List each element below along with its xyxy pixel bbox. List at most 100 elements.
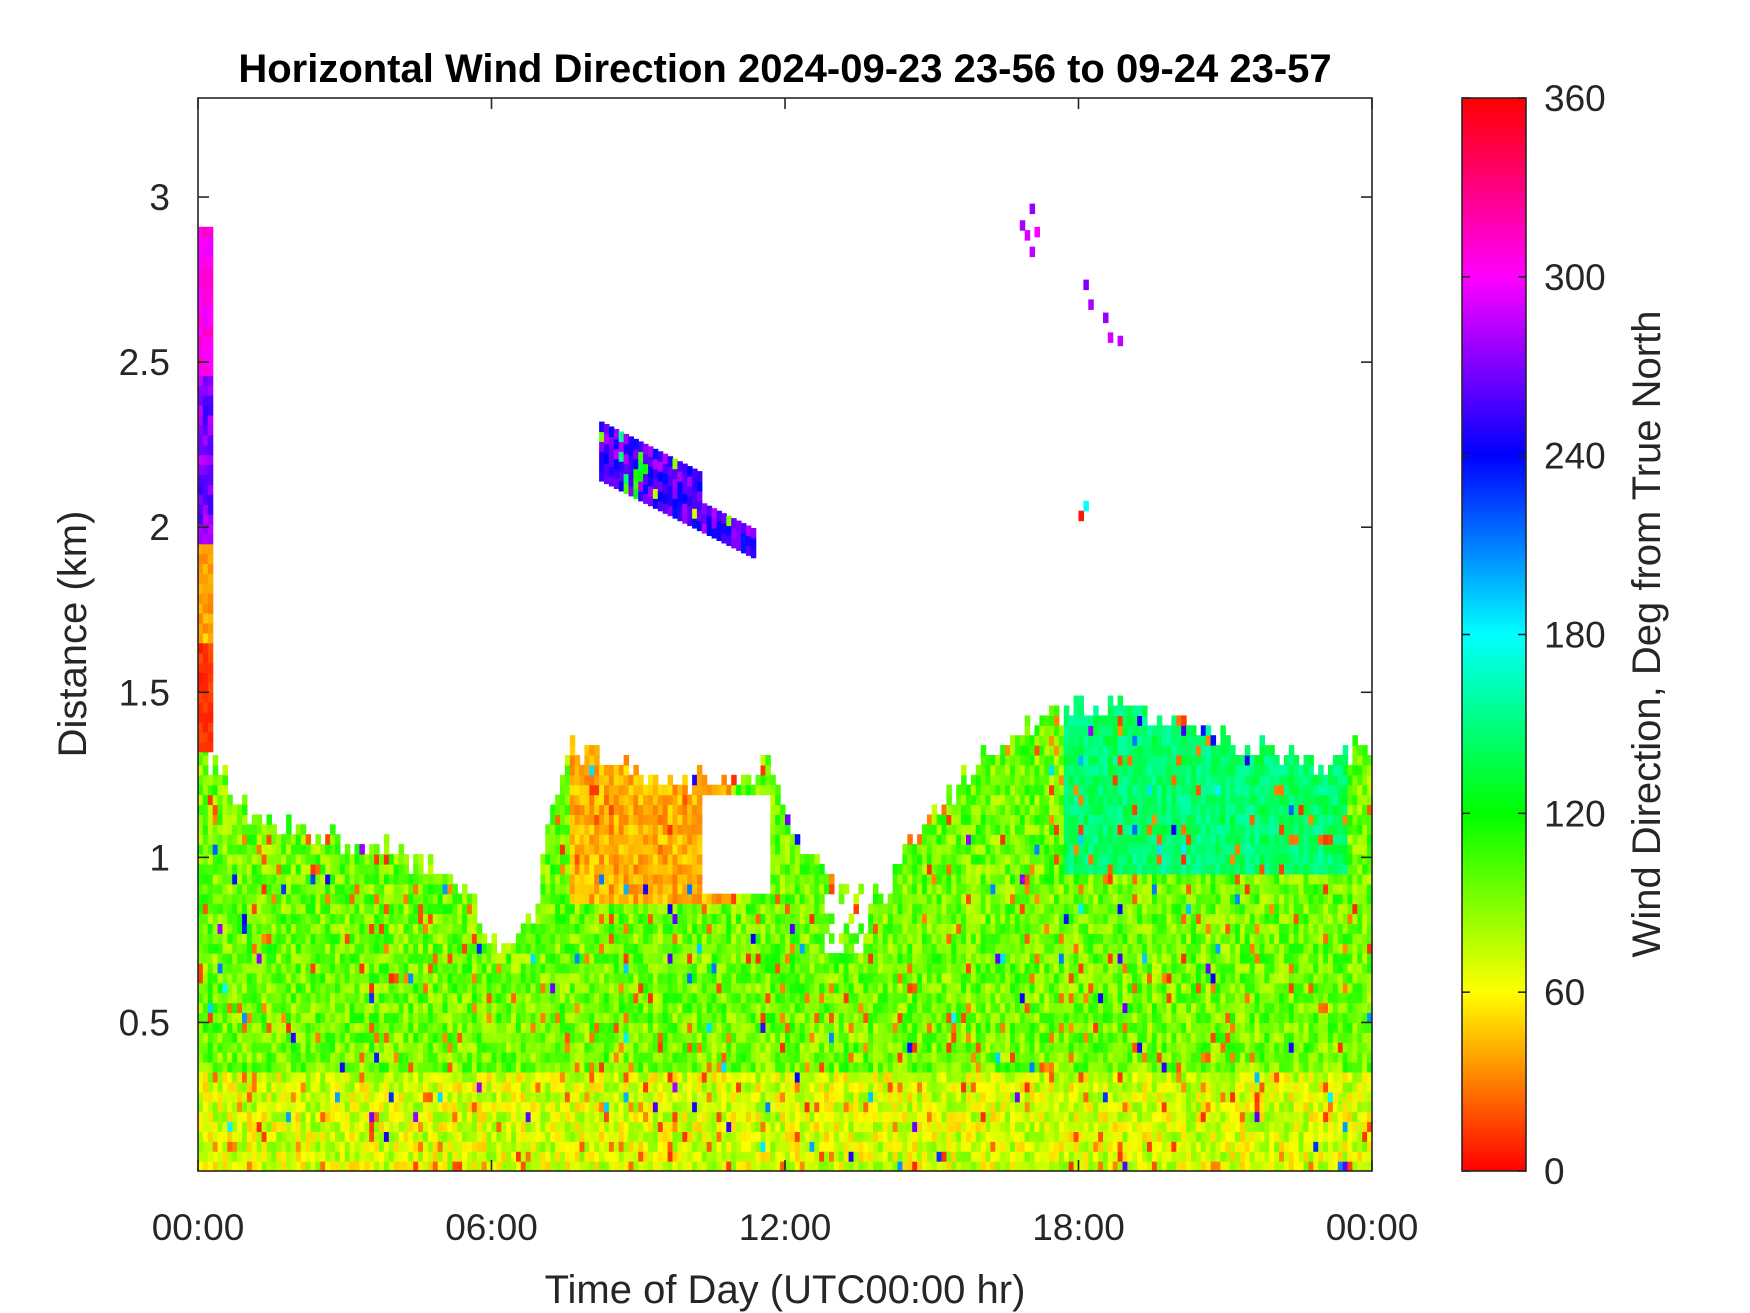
heatmap-cell xyxy=(520,943,527,954)
heatmap-cell xyxy=(584,1121,590,1132)
heatmap-cell xyxy=(838,1022,845,1033)
heatmap-cell xyxy=(467,943,473,954)
heatmap-cell xyxy=(388,963,395,974)
heatmap-cell xyxy=(770,1101,776,1113)
heatmap-cell xyxy=(286,1002,292,1014)
heatmap-cell xyxy=(256,1081,263,1093)
heatmap-cell xyxy=(804,1032,811,1043)
heatmap-cell xyxy=(359,1151,365,1162)
heatmap-cell xyxy=(290,1062,297,1073)
heatmap-cell xyxy=(853,1101,859,1113)
heatmap-cell xyxy=(633,943,639,954)
heatmap-cell xyxy=(804,1062,811,1073)
heatmap-cell xyxy=(662,1151,669,1162)
heatmap-cell xyxy=(594,794,600,806)
heatmap-cell xyxy=(594,1081,600,1093)
heatmap-cell xyxy=(481,943,488,954)
heatmap-cell xyxy=(457,953,463,964)
heatmap-cell xyxy=(457,972,463,984)
heatmap-cell xyxy=(379,1072,385,1083)
heatmap-cell xyxy=(716,1121,722,1132)
heatmap-cell xyxy=(403,953,409,964)
heatmap-cell xyxy=(863,982,869,994)
heatmap-cell xyxy=(427,1032,434,1043)
heatmap-cell xyxy=(398,963,405,974)
heatmap-cell xyxy=(608,1012,615,1023)
heatmap-cell xyxy=(545,1131,551,1142)
heatmap-cell xyxy=(643,864,649,875)
heatmap-cell xyxy=(892,1022,899,1033)
heatmap-cell xyxy=(555,1161,561,1171)
heatmap-cell xyxy=(227,804,233,815)
heatmap-cell xyxy=(643,893,649,905)
heatmap-cell xyxy=(838,1151,845,1162)
heatmap-cell xyxy=(564,1121,571,1132)
heatmap-cell xyxy=(550,854,556,865)
heatmap-cell xyxy=(222,854,228,865)
heatmap-cell xyxy=(648,1121,654,1132)
heatmap-cell xyxy=(232,903,238,915)
heatmap-cell xyxy=(584,854,590,865)
heatmap-cell xyxy=(290,1121,297,1132)
heatmap-cell xyxy=(437,1072,444,1083)
heatmap-cell xyxy=(423,1022,429,1033)
heatmap-cell xyxy=(471,1151,478,1162)
heatmap-cell xyxy=(672,1111,678,1123)
heatmap-cell xyxy=(623,1062,630,1073)
heatmap-cell xyxy=(398,1101,405,1113)
heatmap-cell xyxy=(599,804,605,815)
heatmap-cell xyxy=(496,1072,502,1083)
heatmap-cell xyxy=(643,1072,649,1083)
heatmap-cell xyxy=(853,1161,859,1171)
heatmap-cell xyxy=(349,864,356,875)
heatmap-cell xyxy=(922,834,928,845)
heatmap-cell xyxy=(315,1151,321,1162)
heatmap-cell xyxy=(555,864,561,875)
heatmap-cell xyxy=(604,834,610,845)
heatmap-cell xyxy=(295,1012,302,1023)
heatmap-cell xyxy=(383,1012,390,1023)
heatmap-cell xyxy=(887,933,894,944)
heatmap-cell xyxy=(677,824,683,835)
heatmap-cell xyxy=(643,913,649,924)
heatmap-cell xyxy=(432,1081,439,1093)
heatmap-cell xyxy=(364,1111,370,1123)
heatmap-cell xyxy=(877,1101,884,1113)
heatmap-cell xyxy=(863,1081,869,1093)
heatmap-cell xyxy=(467,1151,473,1162)
heatmap-cell xyxy=(643,824,649,835)
heatmap-cell xyxy=(198,1052,204,1063)
heatmap-cell xyxy=(212,764,219,776)
heatmap-cell xyxy=(335,1141,341,1152)
heatmap-cell xyxy=(266,1012,272,1023)
heatmap-cell xyxy=(628,1111,634,1123)
heatmap-cell xyxy=(657,1091,664,1103)
heatmap-cell xyxy=(912,1081,918,1093)
heatmap-cell xyxy=(662,814,669,825)
heatmap-cell xyxy=(398,1111,405,1123)
heatmap-cell xyxy=(437,1101,444,1113)
heatmap-cell xyxy=(608,923,615,934)
heatmap-cell xyxy=(770,804,776,815)
heatmap-cell xyxy=(726,963,732,974)
heatmap-cell xyxy=(594,1022,600,1033)
heatmap-cell xyxy=(785,1111,791,1123)
heatmap-cell xyxy=(873,923,879,934)
heatmap-cell xyxy=(902,1072,908,1083)
heatmap-cell xyxy=(447,893,453,905)
heatmap-cell xyxy=(589,1111,595,1123)
heatmap-cell xyxy=(648,784,654,796)
heatmap-cell xyxy=(652,903,659,915)
heatmap-cell xyxy=(907,982,913,994)
heatmap-cell xyxy=(741,1101,747,1113)
heatmap-cell xyxy=(481,953,488,964)
heatmap-cell xyxy=(437,873,444,885)
heatmap-cell xyxy=(540,1161,546,1171)
heatmap-cell xyxy=(564,1012,571,1023)
heatmap-cell xyxy=(310,1012,316,1023)
heatmap-cell xyxy=(584,1151,590,1162)
heatmap-cell xyxy=(638,854,644,865)
heatmap-cell xyxy=(926,893,933,905)
heatmap-cell xyxy=(599,1131,605,1142)
heatmap-cell xyxy=(320,1072,326,1083)
